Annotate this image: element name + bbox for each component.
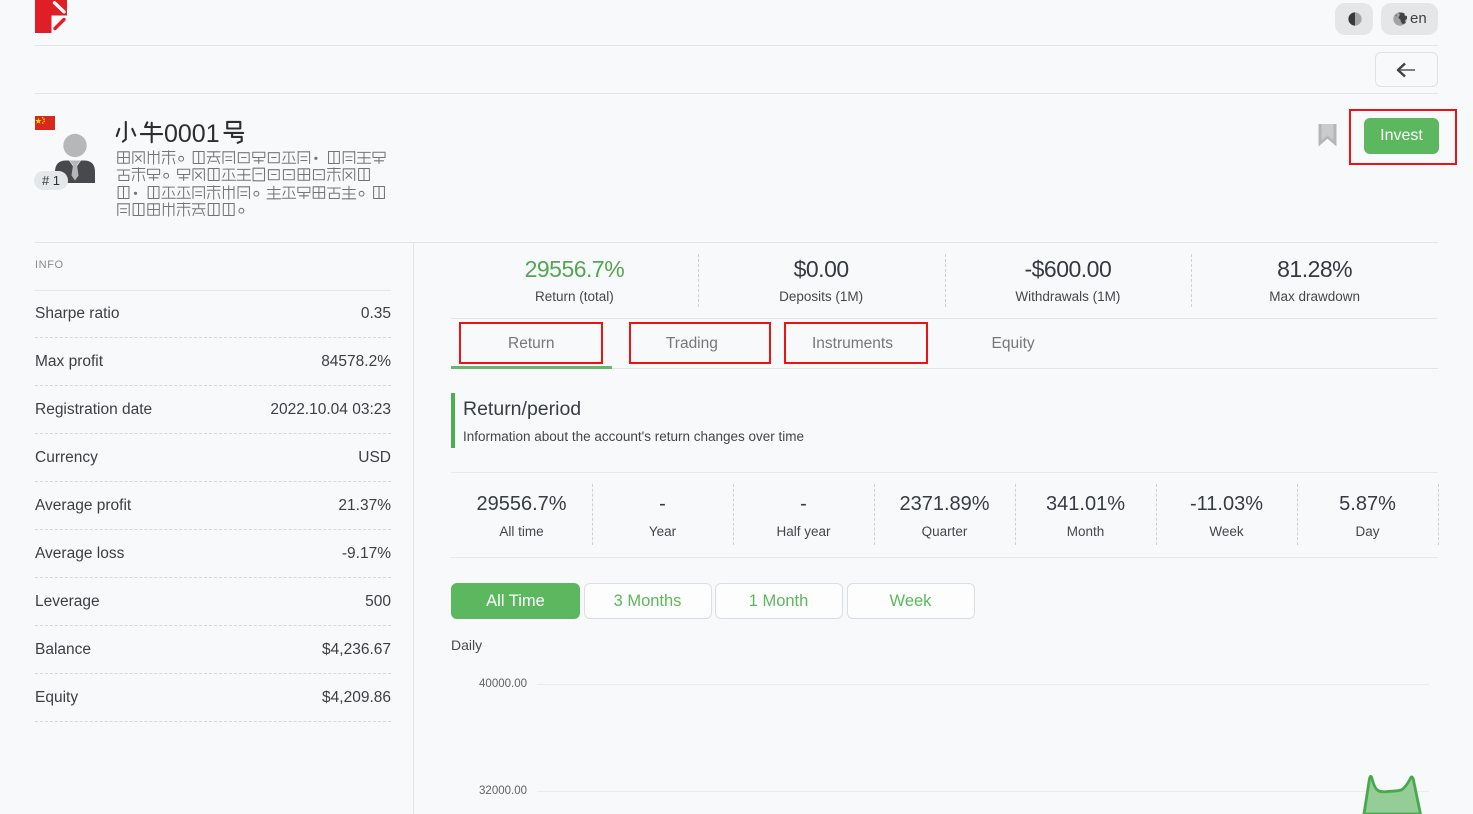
svg-text:0001: 0001 [164,120,220,148]
